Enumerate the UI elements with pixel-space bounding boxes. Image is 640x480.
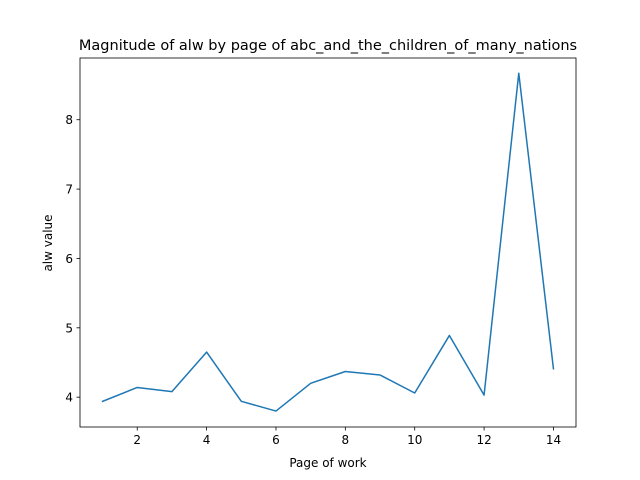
chart-title: Magnitude of alw by page of abc_and_the_…	[79, 38, 577, 54]
y-tick-label: 8	[65, 113, 73, 127]
x-tick-label: 6	[272, 433, 280, 447]
series-line-0	[101, 72, 555, 412]
x-axis-label: Page of work	[289, 456, 366, 470]
y-tick-label: 6	[65, 252, 73, 266]
y-axis-label: alw value	[41, 214, 55, 271]
plot-area: 2 4 6 8 10 12 14 4 5 6 7 8	[65, 57, 577, 447]
y-tick-label: 5	[65, 321, 73, 335]
x-tick-label: 4	[203, 433, 211, 447]
x-tick-label: 10	[407, 433, 422, 447]
y-tick-label: 7	[65, 183, 73, 197]
x-tick-label: 12	[476, 433, 491, 447]
x-tick-label: 14	[546, 433, 561, 447]
x-tick-label: 2	[133, 433, 141, 447]
y-tick-label: 4	[65, 391, 73, 405]
x-tick-label: 8	[342, 433, 350, 447]
axes-frame	[79, 57, 577, 428]
